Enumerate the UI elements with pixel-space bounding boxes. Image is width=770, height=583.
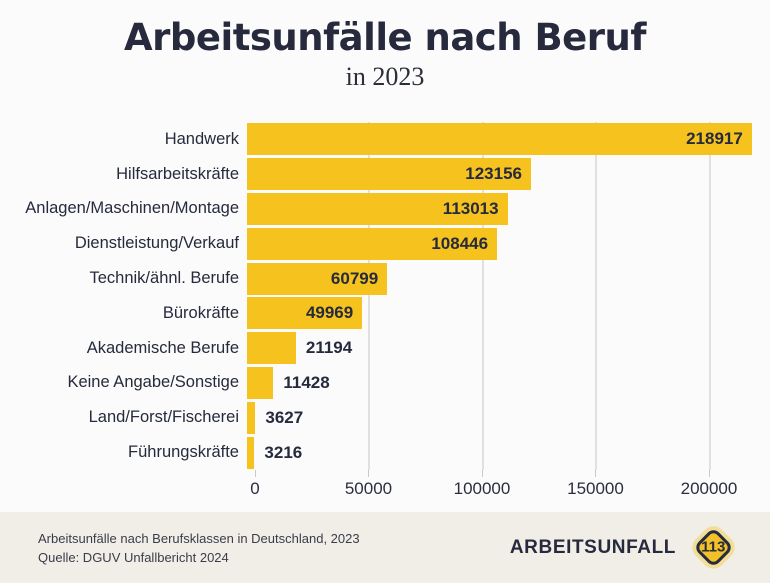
value-label: 11428 [283, 372, 330, 392]
category-label: Handwerk [164, 129, 239, 148]
bar-track: 3627 [247, 401, 760, 434]
gridline [368, 122, 371, 470]
source-caption: Arbeitsunfälle nach Berufsklassen in Deu… [38, 529, 360, 567]
bar-track: 21194 [247, 332, 760, 365]
badge-number: 113 [700, 539, 726, 557]
gridline [708, 122, 711, 470]
bar [247, 401, 256, 434]
axis-tick-label: 200000 [680, 479, 738, 498]
axis-tick-label: 150000 [567, 479, 624, 498]
bar-track: 218917 [247, 123, 760, 156]
bar: 108446 [247, 227, 498, 260]
chart-row: Dienstleistung/Verkauf 108446 [0, 226, 760, 261]
axis-tick [708, 470, 710, 477]
axis-tick-label: 0 [250, 479, 260, 498]
bar-track: 49969 [247, 297, 760, 330]
value-label: 3216 [264, 442, 303, 462]
page-title: Arbeitsunfälle nach Beruf [124, 16, 646, 59]
brand-logo: ARBEITSUNFALL 113 [510, 521, 740, 575]
axis-tick [595, 470, 597, 477]
bar [247, 332, 296, 365]
logo-badge-wrap: 113 [686, 521, 740, 575]
bar-track: 60799 [247, 262, 760, 295]
bar [247, 366, 274, 399]
chart-row: Führungskräfte 3216 [0, 435, 760, 470]
axis-tick-label: 50000 [344, 479, 393, 498]
axis-tick [255, 470, 256, 477]
category-label: Bürokräfte [162, 303, 239, 322]
value-label: 113013 [442, 198, 499, 218]
gridlines [255, 122, 760, 470]
bar [247, 436, 255, 469]
value-label: 108446 [431, 233, 489, 253]
axis-tick-label: 100000 [453, 479, 511, 498]
bar-track: 123156 [247, 158, 760, 191]
category-label: Land/Forst/Fischerei [88, 408, 239, 427]
header: Arbeitsunfälle nach Beruf in 2023 [0, 0, 770, 92]
bar-track: 108446 [247, 227, 760, 260]
category-label: Dienstleistung/Verkauf [74, 234, 239, 253]
chart-row: Land/Forst/Fischerei 3627 [0, 400, 760, 435]
caption-line-1: Arbeitsunfälle nach Berufsklassen in Deu… [38, 530, 360, 546]
chart-rows: Handwerk 218917 Hilfsarbeitskräfte 123156 An… [0, 122, 760, 470]
chart-row: Hilfsarbeitskräfte 123156 [0, 157, 760, 192]
chart-row: Akademische Berufe 21194 [0, 331, 760, 366]
bar-track: 3216 [247, 436, 760, 469]
category-label: Technik/ähnl. Berufe [89, 269, 239, 288]
logo-text: ARBEITSUNFALL [509, 536, 676, 558]
bar-track: 113013 [247, 192, 760, 225]
chart-row: Technik/ähnl. Berufe 60799 [0, 261, 760, 296]
caption-line-2: Quelle: DGUV Unfallbericht 2024 [38, 549, 229, 565]
value-label: 60799 [330, 268, 379, 288]
chart-row: Keine Angabe/Sonstige 11428 [0, 366, 760, 401]
road-sign-badge-icon: 113 [692, 526, 734, 569]
value-label: 49969 [305, 303, 354, 323]
footer: Arbeitsunfälle nach Berufsklassen in Deu… [0, 512, 770, 583]
category-label: Keine Angabe/Sonstige [67, 373, 239, 392]
bar: 49969 [247, 297, 363, 330]
gridline [595, 122, 598, 470]
category-label: Führungskräfte [128, 443, 239, 462]
value-label: 123156 [465, 164, 522, 184]
chart-row: Handwerk 218917 [0, 122, 760, 157]
value-label: 218917 [686, 129, 743, 149]
axis-tick [481, 470, 483, 477]
gridline [481, 122, 484, 470]
axis-tick [368, 470, 370, 477]
category-label: Akademische Berufe [86, 338, 239, 357]
value-label: 21194 [305, 338, 353, 358]
bar: 113013 [247, 192, 508, 225]
chart-row: Bürokräfte 49969 [0, 296, 760, 331]
bar: 123156 [247, 158, 531, 191]
x-axis: 0 50000 100000 150000 200000 [250, 470, 760, 506]
category-label: Hilfsarbeitskräfte [116, 164, 239, 183]
bar: 60799 [247, 262, 388, 295]
chart-row: Anlagen/Maschinen/Montage 113013 [0, 192, 760, 227]
bar: 218917 [247, 123, 752, 156]
category-label: Anlagen/Maschinen/Montage [25, 199, 239, 218]
bar-track: 11428 [247, 366, 760, 399]
value-label: 3627 [265, 407, 304, 427]
page-subtitle: in 2023 [345, 62, 425, 91]
